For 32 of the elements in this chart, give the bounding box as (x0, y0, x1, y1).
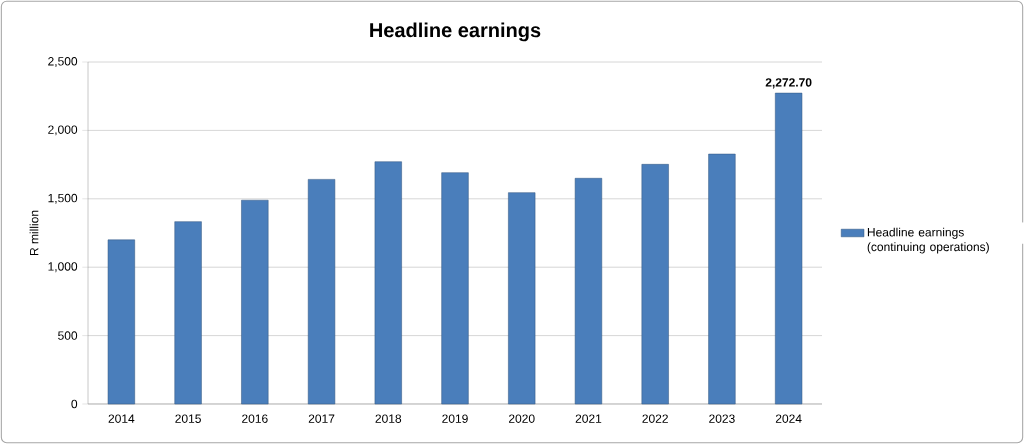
y-tick-label: 0 (71, 399, 78, 409)
bar (374, 161, 402, 405)
data-label: 2,272.70 (765, 78, 812, 89)
y-tick-label: 2,500 (48, 57, 78, 67)
bar (508, 192, 536, 405)
chart-title: Headline earnings (370, 22, 541, 42)
legend-label: Headline earnings (continuing operations) (867, 227, 989, 254)
x-tick-label: 2019 (442, 414, 468, 423)
x-tick-label: 2015 (175, 414, 201, 423)
bar (107, 239, 135, 405)
x-tick-label: 2014 (108, 414, 135, 423)
y-tick-label: 500 (58, 331, 78, 340)
x-tick-label: 2022 (642, 414, 668, 423)
x-tick-label: 2017 (308, 414, 335, 423)
x-tick-label: 2021 (575, 414, 602, 423)
x-tick-label: 2023 (709, 414, 735, 423)
bar (441, 172, 469, 405)
x-tick-label: 2020 (508, 414, 535, 423)
bar (307, 179, 336, 405)
bar (174, 221, 202, 405)
y-axis-title: R million (29, 210, 39, 256)
bar (708, 153, 736, 405)
x-tick-label: 2018 (375, 414, 402, 423)
bar (641, 164, 669, 405)
bar (775, 92, 803, 405)
x-tick-label: 2024 (775, 414, 802, 423)
x-tick-label: 2016 (242, 414, 268, 423)
y-tick-label: 2,000 (48, 125, 78, 136)
y-tick-label: 1,500 (48, 193, 78, 204)
bar (574, 178, 603, 405)
y-tick-label: 1,000 (48, 262, 78, 273)
bar (241, 199, 269, 405)
